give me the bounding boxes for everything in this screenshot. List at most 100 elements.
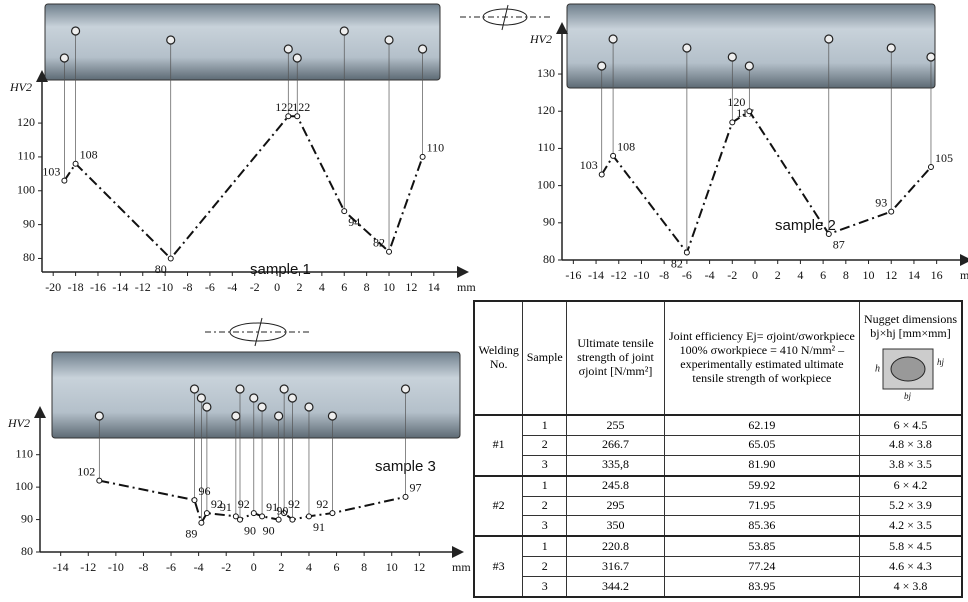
x-tick-label: 10 [383,280,395,294]
table-cell: 5.8 × 4.5 [859,535,963,558]
photo-marker [304,402,314,412]
chart-annotation: sample 1 [250,261,311,278]
x-tick-label: 6 [341,280,347,294]
point [402,493,409,500]
value-label: 91 [220,500,232,514]
table-cell: 6 × 4.5 [859,413,963,436]
table-cell: 266.7 [566,434,665,456]
x-axis-label: mm [457,280,476,294]
table-row: #1 1 255 62.19 6 × 4.5 [473,413,963,477]
point [281,510,288,517]
table-cell: 350 [566,515,665,537]
value-label: 120 [727,95,745,109]
y-axis-label: HV2 [9,80,32,94]
point [927,164,934,171]
diagram-label: bj [904,391,912,401]
x-tick-label: 10 [863,268,875,282]
point [203,510,210,517]
x-tick-label: 8 [361,560,367,574]
table-cell: 85.36 [663,515,861,537]
point [294,113,301,120]
nugget-diagram: h hj bj [875,348,945,401]
x-tick-label: -12 [135,280,151,294]
y-tick-label: 100 [17,183,35,197]
x-tick-label: 12 [885,268,897,282]
value-label: 91 [313,520,325,534]
value-label: 91 [266,500,278,514]
photo-marker [196,393,206,403]
x-tick-label: 12 [413,560,425,574]
point [386,248,393,255]
point [198,519,205,526]
table-cell: 62.19 [663,413,861,436]
value-label: 80 [155,262,167,276]
diagram-label: hj [937,357,945,367]
value-label: 96 [198,484,210,498]
x-tick-label: -8 [659,268,669,282]
y-tick-label: 110 [15,446,33,460]
x-tick-label: -10 [108,560,124,574]
photo-marker [274,411,284,421]
y-tick-label: 90 [21,511,33,525]
line [99,479,406,526]
welding-cell: #1 [473,414,524,477]
table-cell: 295 [566,495,665,517]
header-cell: Sample [522,300,568,416]
x-tick-label: -4 [227,280,237,294]
value-label: 90 [244,523,256,537]
value-label: 103 [42,164,60,178]
results-table: Welding No. Sample Ultimate tensile streng… [473,300,963,598]
table-cell: 3 [522,515,568,537]
photo-marker [231,411,241,421]
point [275,516,282,523]
value-label: 94 [348,215,360,229]
line [63,115,424,260]
table-cell: 6 × 4.2 [859,474,963,497]
table-cell: 59.92 [663,474,861,497]
x-tick-label: -6 [205,280,215,294]
point [250,510,257,517]
table-row: #3 1 220.8 53.85 5.8 × 4.5 [473,535,963,598]
point [729,119,736,126]
point [72,160,79,167]
table-cell: 220.8 [566,535,665,558]
chart-annotation: sample 2 [775,217,836,234]
value-label: 92 [211,497,223,511]
x-tick-label: 2 [775,268,781,282]
table-cell: 65.05 [663,434,861,456]
photo-marker [384,35,394,45]
x-tick-label: 0 [251,560,257,574]
table-cell: 81.90 [663,454,861,477]
header-cell: Joint efficiency Ej= σjoint/σworkpiece 1… [663,300,861,416]
x-tick-label: -8 [183,280,193,294]
photo-marker [166,35,176,45]
y-tick-label: 110 [17,149,35,163]
table-cell: 344.2 [566,575,665,598]
nugget [890,356,925,382]
x-tick-label: 4 [797,268,803,282]
y-tick-label: 130 [537,66,555,80]
x-tick-label: -2 [221,560,231,574]
value-label: 90 [276,503,288,517]
photo-marker [727,52,737,62]
x-tick-label: -14 [53,560,69,574]
x-tick-label: -10 [157,280,173,294]
value-label: 122 [275,100,293,114]
photo-marker [608,34,618,44]
x-tick-label: -18 [68,280,84,294]
y-tick-label: 80 [21,544,33,558]
photo-marker [283,44,293,54]
y-tick-label: 90 [23,216,35,230]
point [825,230,832,237]
point [259,513,266,520]
x-tick-label: 6 [334,560,340,574]
point [285,113,292,120]
photo-marker [189,384,200,394]
point [191,497,198,504]
photo-marker [287,393,298,403]
table-row: 2 316.7 77.24 4.6 × 4.3 [474,556,963,577]
photo-marker [235,384,245,394]
value-label: 97 [410,481,422,495]
photo-marker [824,34,834,44]
